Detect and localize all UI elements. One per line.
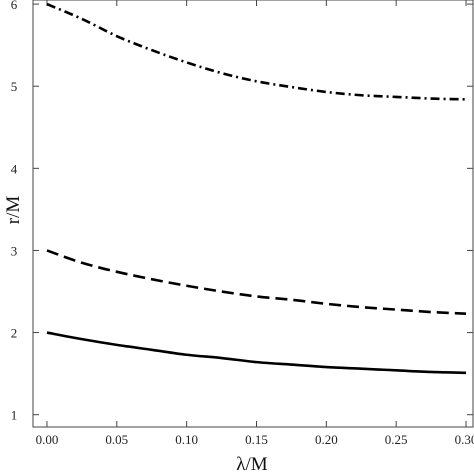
series-layer: [46, 2, 467, 375]
x-tick-label: 0.15: [245, 432, 268, 447]
y-tick-label: 1: [11, 408, 18, 423]
x-tick-label: 0.20: [315, 432, 338, 447]
series-line-dashed: [46, 249, 467, 315]
x-tick-label: 0.00: [36, 432, 59, 447]
y-tick-label: 5: [11, 79, 18, 94]
y-axis-label: r/M: [3, 196, 24, 225]
x-axis-ticks: 0.00 0.05 0.10 0.15 0.20 0.25 0.30: [36, 0, 474, 447]
y-tick-label: 2: [11, 326, 18, 341]
y-axis-ticks: 1 2 3 4 5 6: [11, 0, 473, 423]
plot-frame: [32, 0, 474, 428]
series-line-solid: [46, 331, 467, 375]
y-tick-label: 3: [11, 243, 18, 258]
x-tick-label: 0.10: [175, 432, 198, 447]
x-tick-label: 0.05: [105, 432, 128, 447]
x-tick-label: 0.25: [385, 432, 408, 447]
x-tick-label: 0.30: [455, 432, 474, 447]
x-axis-label: λ/M: [236, 454, 267, 474]
series-line-dash-dot: [46, 2, 467, 101]
y-tick-label: 4: [11, 161, 18, 176]
y-tick-label: 6: [11, 0, 18, 12]
